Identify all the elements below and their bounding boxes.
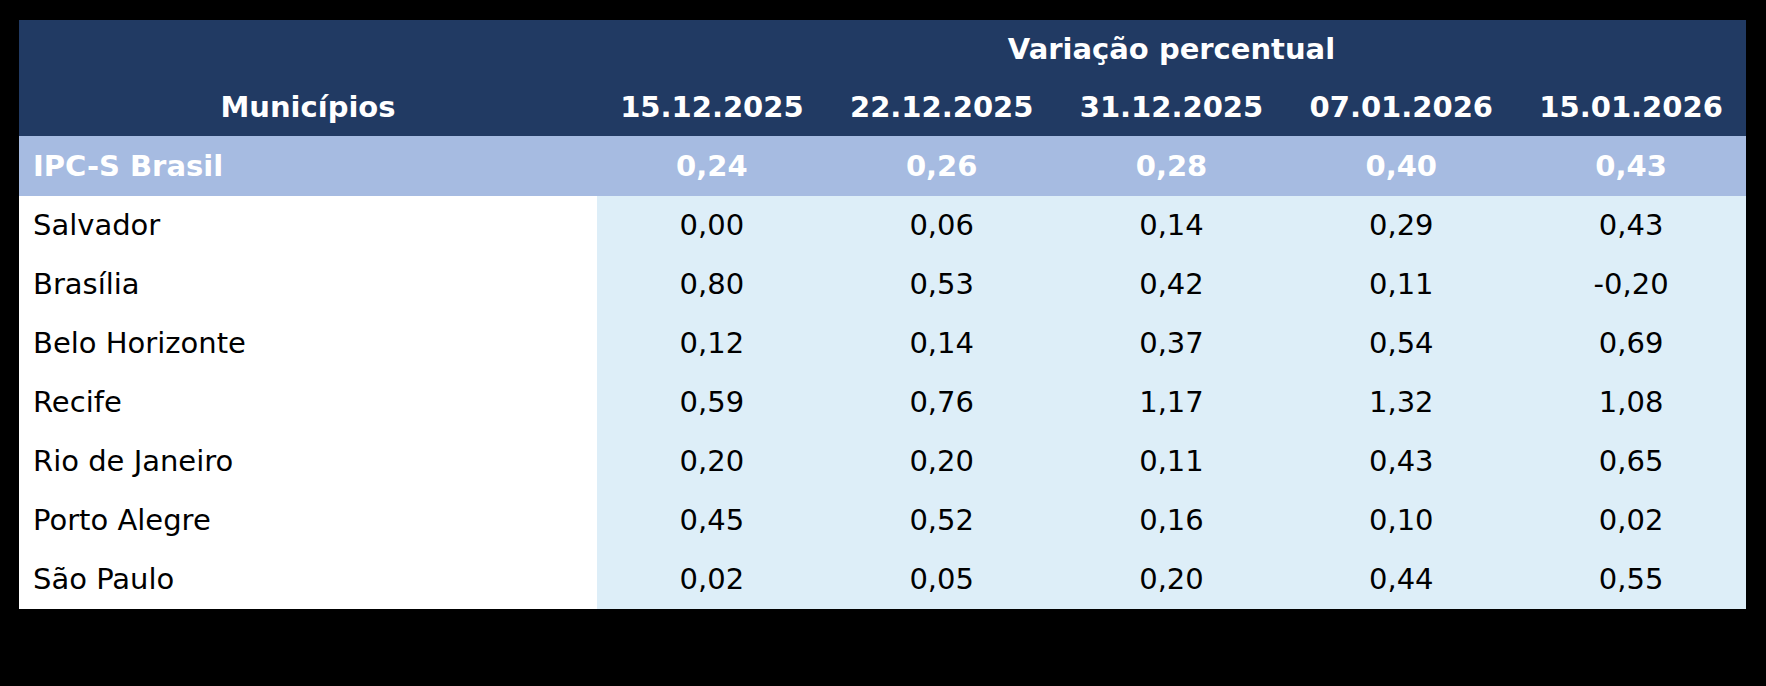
- value-cell: 0,14: [827, 314, 1057, 373]
- value-cell: 0,45: [597, 491, 827, 550]
- table-row-ipcs-brasil: IPC-S Brasil 0,24 0,26 0,28 0,40 0,43: [19, 136, 1746, 196]
- value-cell: 0,10: [1286, 491, 1516, 550]
- value-cell: 0,28: [1057, 152, 1287, 181]
- value-cell: 0,37: [1057, 314, 1287, 373]
- value-cell: 0,80: [597, 255, 827, 314]
- row-label: Brasília: [19, 255, 597, 314]
- column-header-date-4: 07.01.2026: [1286, 93, 1516, 122]
- row-label: IPC-S Brasil: [19, 152, 597, 181]
- value-cell: 0,43: [1516, 152, 1746, 181]
- row-label: Belo Horizonte: [19, 314, 597, 373]
- column-header-date-5: 15.01.2026: [1516, 93, 1746, 122]
- value-cell: 0,55: [1516, 550, 1746, 609]
- value-cell: 1,08: [1516, 373, 1746, 432]
- column-header-date-3: 31.12.2025: [1057, 93, 1287, 122]
- value-cell: 0,05: [827, 550, 1057, 609]
- column-header-municipios: Municípios: [19, 93, 597, 122]
- value-cell: 0,14: [1057, 196, 1287, 255]
- value-cell: 0,69: [1516, 314, 1746, 373]
- value-cell: 0,65: [1516, 432, 1746, 491]
- value-cell: 0,54: [1286, 314, 1516, 373]
- value-cell: 0,00: [597, 196, 827, 255]
- value-cell: 0,02: [597, 550, 827, 609]
- table-row-brasilia: Brasília 0,80 0,53 0,42 0,11 -0,20: [19, 255, 1746, 314]
- row-label: São Paulo: [19, 550, 597, 609]
- column-header-date-1: 15.12.2025: [597, 93, 827, 122]
- value-cell: 0,20: [1057, 550, 1287, 609]
- table-row-belo-horizonte: Belo Horizonte 0,12 0,14 0,37 0,54 0,69: [19, 314, 1746, 373]
- value-cell: 0,20: [597, 432, 827, 491]
- group-header-variacao-percentual: Variação percentual: [597, 35, 1746, 64]
- column-header-date-2: 22.12.2025: [827, 93, 1057, 122]
- value-cell: 0,06: [827, 196, 1057, 255]
- table-row-rio-de-janeiro: Rio de Janeiro 0,20 0,20 0,11 0,43 0,65: [19, 432, 1746, 491]
- value-cell: 0,26: [827, 152, 1057, 181]
- value-cell: 0,11: [1286, 255, 1516, 314]
- ipcs-variation-table: Variação percentual Municípios 15.12.202…: [19, 20, 1746, 609]
- value-cell: 0,12: [597, 314, 827, 373]
- row-label: Porto Alegre: [19, 491, 597, 550]
- row-label: Rio de Janeiro: [19, 432, 597, 491]
- value-cell: 0,24: [597, 152, 827, 181]
- value-cell: 0,53: [827, 255, 1057, 314]
- value-cell: 1,17: [1057, 373, 1287, 432]
- value-cell: -0,20: [1516, 255, 1746, 314]
- value-cell: 0,43: [1286, 432, 1516, 491]
- row-label: Salvador: [19, 196, 597, 255]
- value-cell: 0,11: [1057, 432, 1287, 491]
- value-cell: 0,44: [1286, 550, 1516, 609]
- value-cell: 0,20: [827, 432, 1057, 491]
- value-cell: 0,29: [1286, 196, 1516, 255]
- value-cell: 0,40: [1286, 152, 1516, 181]
- table-row-recife: Recife 0,59 0,76 1,17 1,32 1,08: [19, 373, 1746, 432]
- value-cell: 0,52: [827, 491, 1057, 550]
- value-cell: 0,76: [827, 373, 1057, 432]
- table-header: Variação percentual Municípios 15.12.202…: [19, 20, 1746, 136]
- value-cell: 0,59: [597, 373, 827, 432]
- value-cell: 1,32: [1286, 373, 1516, 432]
- value-cell: 0,43: [1516, 196, 1746, 255]
- table-row-sao-paulo: São Paulo 0,02 0,05 0,20 0,44 0,55: [19, 550, 1746, 609]
- value-cell: 0,42: [1057, 255, 1287, 314]
- table-row-salvador: Salvador 0,00 0,06 0,14 0,29 0,43: [19, 196, 1746, 255]
- table-row-porto-alegre: Porto Alegre 0,45 0,52 0,16 0,10 0,02: [19, 491, 1746, 550]
- value-cell: 0,02: [1516, 491, 1746, 550]
- value-cell: 0,16: [1057, 491, 1287, 550]
- row-label: Recife: [19, 373, 597, 432]
